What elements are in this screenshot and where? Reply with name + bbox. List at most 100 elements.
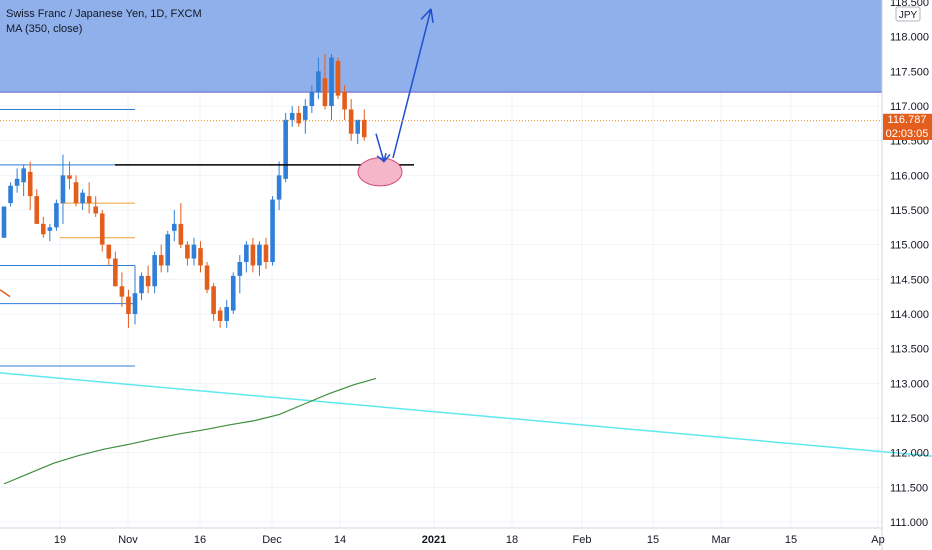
range-boxes[interactable] (0, 108, 136, 367)
candle-body (132, 293, 138, 314)
candle-body (270, 199, 275, 262)
candle-body (152, 255, 157, 287)
time-tick-label: Nov (118, 534, 138, 546)
price-tick-label: 112.500 (890, 413, 929, 425)
currency-badge-box[interactable] (895, 6, 921, 22)
candle-body (67, 175, 72, 179)
time-tick-label: Mar (712, 534, 731, 546)
time-tick-label: 14 (334, 534, 346, 546)
symbol-title[interactable]: Swiss Franc / Japanese Yen, 1D, FXCM (6, 8, 202, 20)
candle-body (283, 119, 288, 179)
arrowhead-up (420, 8, 434, 23)
last-price-value: 116.787 (888, 114, 927, 126)
candle-body (172, 223, 177, 231)
resistance-zone[interactable] (0, 0, 882, 93)
time-tick-label: 18 (506, 534, 518, 546)
candle-body (86, 196, 92, 204)
candle-body (41, 223, 46, 235)
chart-legend: Swiss Franc / Japanese Yen, 1D, FXCM MA … (6, 7, 202, 37)
candle-body (185, 244, 190, 259)
candle-body (21, 168, 26, 183)
candle-body (316, 71, 321, 93)
candle-body (276, 175, 282, 200)
time-tick-label: Ap (871, 534, 884, 546)
candle-body (119, 286, 125, 297)
candle-body (257, 244, 262, 266)
price-tick-label: 113.500 (890, 344, 929, 356)
candle-body (73, 182, 79, 204)
time-tick-label: 15 (785, 534, 797, 546)
ma-350-line[interactable] (3, 377, 377, 485)
candle-body (322, 78, 328, 106)
candle-body (250, 244, 256, 266)
range-line-orange (0, 289, 11, 298)
time-tick-label: Dec (262, 534, 282, 546)
time-tick-label: 16 (194, 534, 206, 546)
candles (1, 54, 367, 328)
candle-body (47, 227, 53, 231)
candle-body (14, 178, 20, 186)
price-tick-label: 114.500 (890, 274, 929, 286)
price-tick-label: 111.500 (890, 482, 928, 494)
candle-body (237, 262, 243, 276)
price-tick-label: 113.000 (890, 378, 929, 390)
price-tick-label: 114.000 (890, 309, 929, 321)
target-ellipse[interactable] (357, 157, 403, 187)
candle-body (34, 196, 40, 224)
price-tick-label: 115.500 (890, 205, 929, 217)
candle-body (8, 185, 13, 204)
candle-body (106, 244, 112, 259)
last-price-badge: 116.787 02:03:05 (883, 113, 932, 140)
candle-body (158, 255, 164, 266)
candle-body (27, 171, 33, 197)
candle-body (361, 119, 367, 138)
currency-badge[interactable]: JPY (899, 10, 918, 21)
candle-body (165, 234, 171, 266)
time-tick-label: 15 (647, 534, 659, 546)
candle-body (145, 275, 151, 287)
candle-body (335, 60, 341, 96)
countdown-value: 02:03:05 (886, 128, 929, 140)
arrow-up-segment (392, 8, 432, 159)
candle-body (1, 206, 7, 238)
price-tick-label: 112.000 (890, 448, 929, 460)
time-tick-label: 19 (54, 534, 66, 546)
candle-body (211, 286, 216, 314)
candle-body (230, 275, 236, 311)
candle-body (99, 213, 105, 245)
candle-body (113, 258, 118, 287)
arrow-down-segment (375, 133, 391, 164)
price-axis[interactable]: 118.500118.000117.500117.000116.500116.0… (881, 0, 929, 550)
candle-body (178, 223, 184, 245)
candle-body (348, 109, 354, 134)
candle-body (309, 92, 315, 106)
candle-body (204, 265, 210, 290)
trendline[interactable] (0, 372, 932, 457)
candle-body (217, 310, 223, 321)
candle-body (342, 92, 347, 110)
price-tick-label: 116.000 (890, 170, 929, 182)
grid (0, 0, 882, 528)
candle-body (244, 244, 249, 262)
candle-body (263, 244, 269, 262)
price-tick-label: 111.000 (890, 517, 928, 529)
candle-body (126, 296, 131, 314)
price-tick-label: 118.000 (890, 32, 929, 44)
candle-body (289, 112, 295, 120)
candle-body (329, 57, 334, 106)
indicator-label[interactable]: MA (350, close) (6, 23, 83, 35)
candle-body (93, 206, 98, 214)
price-tick-label: 117.500 (890, 66, 929, 78)
time-tick-label: 2021 (422, 534, 446, 546)
time-axis[interactable]: 19 Nov 16 Dec 14 2021 18 Feb 15 Mar 15 Ap (0, 527, 885, 546)
candle-body (224, 307, 229, 321)
candle-body (191, 244, 197, 259)
candle-body (355, 119, 360, 134)
candle-body (296, 112, 302, 124)
forecast-arrows[interactable] (375, 8, 434, 164)
candle-body (139, 275, 144, 294)
candle-body (60, 175, 66, 204)
candle-body (303, 106, 308, 120)
candle-body (54, 203, 59, 228)
